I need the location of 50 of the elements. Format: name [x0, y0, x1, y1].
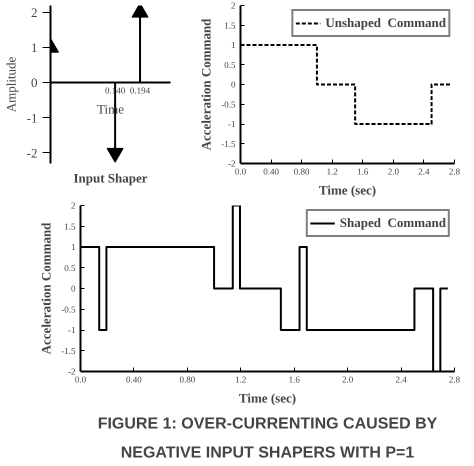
x-axis-title: Time (sec) [318, 182, 376, 198]
x-tick-label: 2.8 [448, 374, 461, 384]
y-tick-label: -2 [228, 158, 236, 168]
y-tick-label: 0 [231, 80, 236, 90]
x-tick-label: 1.6 [288, 374, 300, 384]
y-tick-label: -2 [26, 145, 38, 160]
y-tick-label: -0.5 [221, 99, 236, 110]
x-tick-label: 2.0 [342, 374, 354, 384]
y-tick-label: -2 [68, 366, 76, 376]
y-tick-label: 2 [31, 5, 38, 20]
y-tick-label: 0 [71, 284, 76, 294]
y-tick-label: -1.5 [221, 138, 236, 149]
y-tick-label: 1 [31, 40, 38, 56]
y-tick-label: -0.5 [61, 304, 76, 314]
text: Input Shaper [73, 170, 148, 186]
x-tick-label: 1.6 [357, 166, 369, 176]
y-axis-title: Amplitude [4, 56, 19, 112]
y-tick-label: -1 [228, 119, 236, 129]
x-tick-label: 0.80 [294, 166, 310, 176]
x-tick-label: 0.80 [179, 374, 196, 384]
x-axis-title: Time (sec) [238, 390, 296, 406]
y-tick-label: 2 [231, 0, 236, 10]
y-tick-label: 1.5 [224, 20, 236, 30]
y-tick-label: 1.5 [64, 221, 76, 232]
x-tick-label: 1.2 [235, 374, 246, 384]
y-tick-label: 1 [71, 242, 76, 252]
x-tick-label: 0.0 [234, 166, 247, 176]
x-tick-label: 2.4 [418, 166, 430, 176]
y-tick-label: 2 [71, 200, 76, 210]
y-axis-title: Acceleration Command [38, 222, 54, 354]
y-tick-label: -1.5 [61, 346, 76, 356]
x-tick-label: 0.0 [74, 374, 87, 384]
y-tick-label: 0.5 [224, 60, 236, 70]
x-tick-label: 0.194 [130, 86, 151, 96]
text: NEGATIVE INPUT SHAPERS WITH P=1 [120, 444, 414, 462]
caption: FIGURE 1: OVER-CURRENTING CAUSED BY [98, 416, 438, 432]
x-tick-label: 2.4 [395, 374, 408, 384]
legend-label: Unshaped Command [325, 15, 446, 31]
y-tick-label: 1 [231, 40, 236, 50]
y-tick-label: -1 [68, 325, 76, 335]
x-tick-label: 2.0 [388, 166, 400, 176]
x-tick-label: 0.40 [126, 374, 142, 384]
y-tick-label: 0.5 [64, 262, 76, 273]
y-tick-label: 0 [31, 75, 38, 90]
y-axis-title: Acceleration Command [198, 18, 214, 150]
x-tick-label: 0.40 [263, 166, 280, 176]
x-tick-label: 1.2 [326, 166, 338, 176]
y-tick-label: -1 [26, 110, 38, 126]
legend-label: Shaped Command [340, 215, 446, 231]
x-tick-label: 2.8 [448, 166, 461, 176]
